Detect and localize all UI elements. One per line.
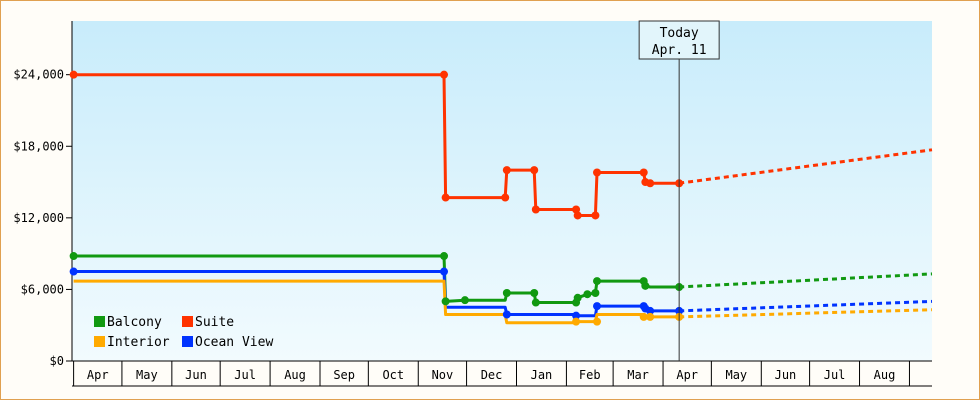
data-point-ocean-view <box>440 267 449 276</box>
data-point-balcony <box>641 281 650 290</box>
y-tick-label: $12,000 <box>13 211 64 225</box>
data-point-balcony <box>593 277 602 286</box>
legend-swatch-interior <box>94 336 105 347</box>
data-point-suite <box>591 211 600 220</box>
data-point-interior <box>646 312 655 321</box>
x-tick-label: May <box>136 368 158 382</box>
x-tick-label: Feb <box>579 368 601 382</box>
data-point-suite <box>646 179 655 188</box>
legend-label-suite: Suite <box>195 315 234 330</box>
data-point-balcony <box>441 297 450 306</box>
data-point-balcony <box>583 290 592 299</box>
today-date-label: Apr. 11 <box>652 43 707 58</box>
x-tick-label: Jun <box>775 368 797 382</box>
data-point-suite <box>502 166 511 175</box>
x-tick-label: Dec <box>481 368 503 382</box>
projection-line-balcony <box>679 272 933 289</box>
x-tick-label: Aug <box>284 368 306 382</box>
plot-background <box>72 21 932 361</box>
x-tick-label: May <box>725 368 747 382</box>
legend-label-interior: Interior <box>107 335 170 350</box>
legend-swatch-ocean-view <box>182 336 193 347</box>
data-point-suite <box>593 168 602 177</box>
projection-line-suite <box>679 148 933 185</box>
data-point-interior <box>639 312 648 321</box>
x-tick-label: Sep <box>333 368 355 382</box>
x-tick-label: Oct <box>382 368 404 382</box>
data-point-suite <box>639 168 648 177</box>
y-tick-label: $18,000 <box>13 139 64 153</box>
data-point-suite <box>531 205 540 214</box>
data-point-ocean-view <box>572 311 581 320</box>
x-tick-label: Jul <box>234 368 256 382</box>
data-point-balcony <box>531 298 540 307</box>
y-tick-label: $0 <box>50 354 64 368</box>
x-tick-label: Jul <box>824 368 846 382</box>
data-point-suite <box>501 193 510 202</box>
legend-swatch-balcony <box>94 316 105 327</box>
x-tick-label: Mar <box>627 368 649 382</box>
projection-line-ocean-view <box>679 299 933 313</box>
legend-swatch-suite <box>182 316 193 327</box>
data-point-balcony <box>591 289 600 297</box>
x-tick-label: Apr <box>676 368 698 382</box>
legend-label-balcony: Balcony <box>107 315 162 330</box>
data-point-suite <box>573 211 582 220</box>
data-point-ocean-view <box>69 267 78 276</box>
data-point-suite <box>530 166 539 175</box>
legend-label-ocean-view: Ocean View <box>195 335 273 350</box>
projection-line-interior <box>679 308 933 319</box>
data-point-interior <box>593 317 602 326</box>
x-tick-label: Apr <box>87 368 109 382</box>
data-point-balcony <box>502 289 511 297</box>
data-point-suite <box>69 70 78 79</box>
data-point-balcony <box>530 289 539 297</box>
data-point-suite <box>440 70 449 79</box>
today-label-box <box>638 20 720 60</box>
data-point-balcony <box>573 293 582 302</box>
data-point-ocean-view <box>593 302 602 311</box>
x-tick-label: Aug <box>874 368 896 382</box>
today-label: Today <box>660 26 699 41</box>
data-point-balcony <box>69 252 78 261</box>
data-point-interior <box>572 317 581 326</box>
x-tick-label: Jun <box>185 368 207 382</box>
data-point-ocean-view <box>502 310 511 319</box>
y-tick-label: $24,000 <box>13 68 64 82</box>
data-point-ocean-view <box>646 306 655 315</box>
x-tick-label: Jan <box>531 368 553 382</box>
data-point-suite <box>441 193 450 202</box>
data-point-balcony <box>440 252 449 261</box>
y-tick-label: $6,000 <box>21 282 64 296</box>
data-point-balcony <box>460 296 469 305</box>
x-tick-label: Nov <box>432 368 454 382</box>
